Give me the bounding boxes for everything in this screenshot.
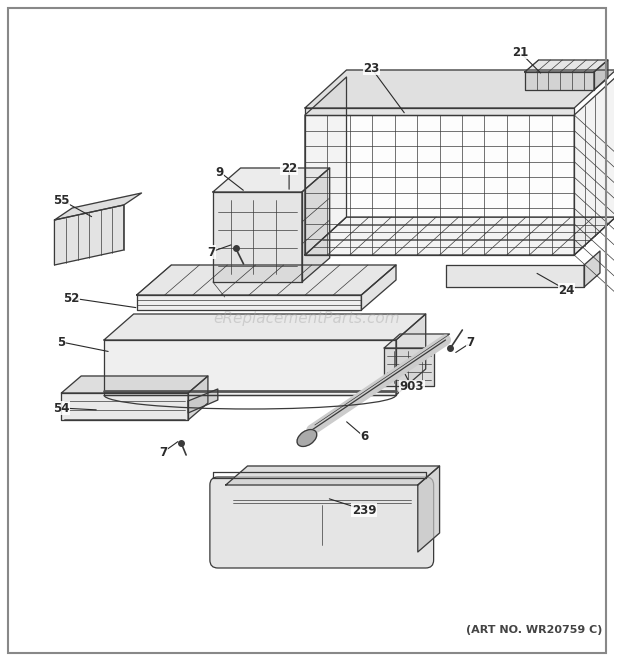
Polygon shape xyxy=(61,376,208,393)
Polygon shape xyxy=(213,192,302,282)
Text: 52: 52 xyxy=(63,292,79,305)
Polygon shape xyxy=(61,393,188,420)
Ellipse shape xyxy=(297,430,317,446)
Text: eReplacementParts.com: eReplacementParts.com xyxy=(214,311,401,325)
Text: 9: 9 xyxy=(216,165,224,178)
Polygon shape xyxy=(446,265,584,287)
Polygon shape xyxy=(188,376,208,420)
Polygon shape xyxy=(384,348,433,386)
Polygon shape xyxy=(104,340,396,395)
Text: 7: 7 xyxy=(207,245,215,258)
Polygon shape xyxy=(55,205,124,265)
Text: 24: 24 xyxy=(558,284,575,297)
Polygon shape xyxy=(396,314,426,395)
Polygon shape xyxy=(55,193,141,220)
Polygon shape xyxy=(594,60,608,90)
Polygon shape xyxy=(305,77,347,255)
Polygon shape xyxy=(305,217,616,255)
Polygon shape xyxy=(584,251,600,287)
Polygon shape xyxy=(525,60,608,72)
Polygon shape xyxy=(418,466,440,552)
Polygon shape xyxy=(574,77,616,255)
Polygon shape xyxy=(305,108,574,115)
Text: 239: 239 xyxy=(352,504,376,516)
Text: 23: 23 xyxy=(363,61,379,75)
Polygon shape xyxy=(305,70,616,108)
Text: 22: 22 xyxy=(281,161,297,175)
Text: 7: 7 xyxy=(466,336,474,350)
Polygon shape xyxy=(213,168,330,192)
Text: 54: 54 xyxy=(53,401,69,414)
Polygon shape xyxy=(302,168,330,282)
Text: 21: 21 xyxy=(512,46,528,59)
Text: 5: 5 xyxy=(57,336,66,348)
Text: 55: 55 xyxy=(53,194,69,206)
FancyBboxPatch shape xyxy=(210,477,433,568)
Polygon shape xyxy=(361,265,396,310)
Polygon shape xyxy=(188,389,218,413)
Polygon shape xyxy=(226,466,440,485)
Text: 7: 7 xyxy=(159,446,167,459)
Polygon shape xyxy=(384,334,450,348)
Text: 903: 903 xyxy=(400,381,424,393)
Polygon shape xyxy=(305,115,574,255)
Text: (ART NO. WR20759 C): (ART NO. WR20759 C) xyxy=(466,625,603,635)
Text: 6: 6 xyxy=(360,430,368,444)
Polygon shape xyxy=(136,265,396,295)
Polygon shape xyxy=(136,295,361,310)
Polygon shape xyxy=(104,314,426,340)
Polygon shape xyxy=(525,72,594,90)
